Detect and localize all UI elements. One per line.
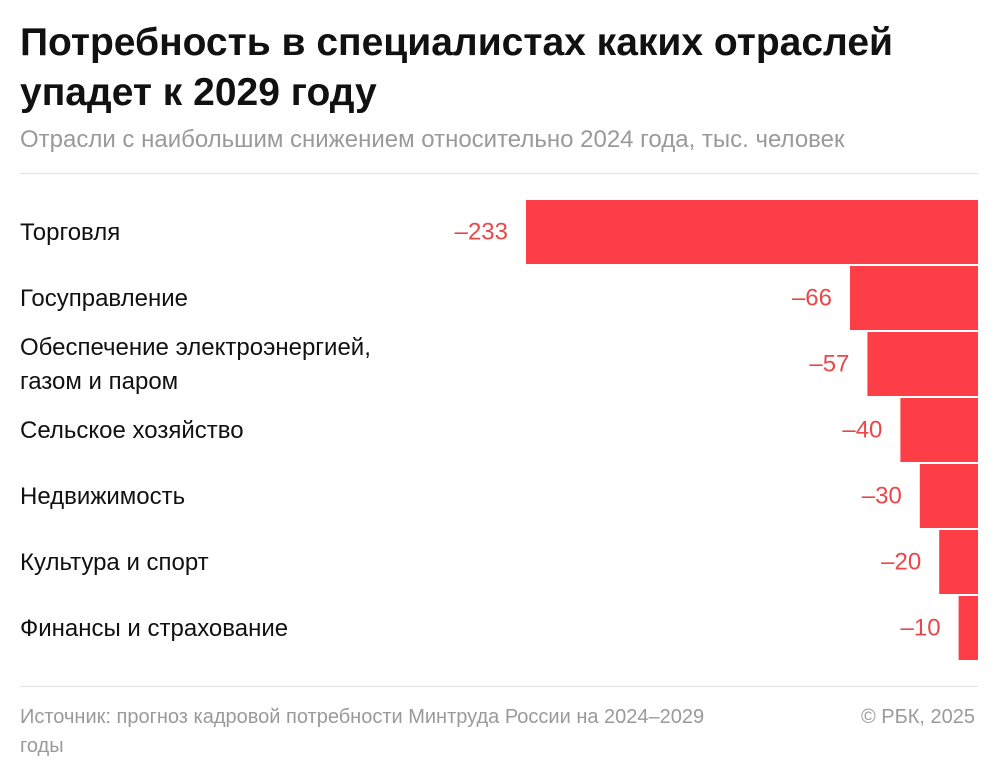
value-label: –30	[862, 483, 902, 510]
category-label: Торговля	[20, 219, 120, 246]
value-label: –233	[455, 219, 508, 246]
chart-subtitle: Отрасли с наибольшим снижением относител…	[20, 126, 845, 153]
category-label-line: Госуправление	[20, 285, 188, 312]
category-label-line: газом и паром	[20, 368, 178, 395]
category-label: Госуправление	[20, 285, 188, 312]
category-label: Сельское хозяйство	[20, 417, 244, 444]
bottom-divider	[20, 686, 978, 687]
category-label-line: Обеспечение электроэнергией,	[20, 334, 371, 361]
source-note: Источник: прогноз кадровой потребности М…	[20, 706, 705, 757]
bar-6	[939, 530, 978, 594]
bar-3	[867, 332, 978, 396]
category-label-line: Культура и спорт	[20, 549, 209, 576]
value-label: –20	[881, 549, 921, 576]
top-divider	[20, 173, 978, 174]
bar-4	[900, 398, 978, 462]
category-label-line: Финансы и страхование	[20, 615, 288, 642]
value-label: –40	[842, 417, 882, 444]
value-label: –66	[792, 285, 832, 312]
category-label: Обеспечение электроэнергией, газом и паро…	[20, 334, 371, 395]
value-label: –10	[901, 615, 941, 642]
category-label-line: Сельское хозяйство	[20, 417, 244, 444]
copyright: © РБК, 2025	[860, 706, 975, 728]
bar-1	[526, 200, 978, 264]
bar-2	[850, 266, 978, 330]
value-label: –57	[809, 351, 849, 378]
category-label-line: Недвижимость	[20, 483, 185, 510]
bar-5	[919, 464, 978, 528]
bar-7	[958, 596, 978, 660]
chart-title: Потребность в специалистах каких отрасле…	[20, 21, 893, 114]
category-label-line: Торговля	[20, 219, 120, 246]
category-label: Финансы и страхование	[20, 615, 288, 642]
category-label: Культура и спорт	[20, 549, 209, 576]
bar-chart: –233 Торговля –66 Госуправление –57 Обеспечен…	[20, 200, 978, 660]
category-label: Недвижимость	[20, 483, 185, 510]
